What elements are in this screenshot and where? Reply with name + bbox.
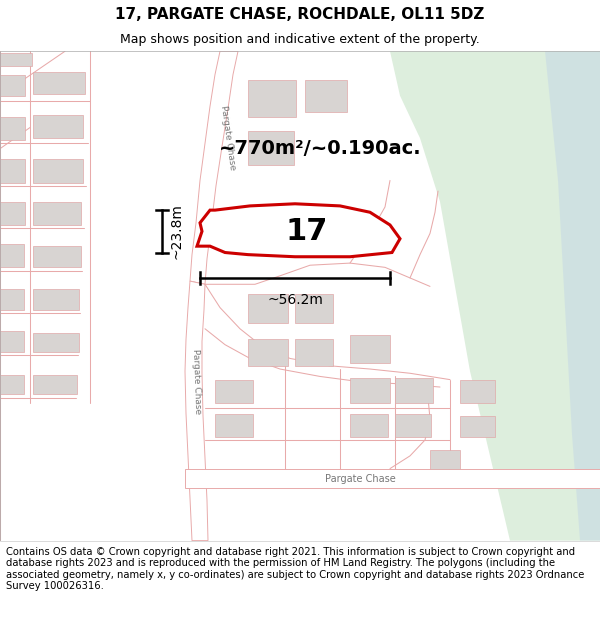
Bar (0, 74, 25, 96)
Polygon shape (185, 469, 600, 488)
Bar (33, 289, 79, 310)
Bar (33, 246, 81, 268)
Bar (305, 80, 347, 112)
Bar (460, 379, 495, 403)
Bar (0, 159, 25, 182)
Text: 17: 17 (286, 217, 328, 246)
Text: Pargate Chase: Pargate Chase (325, 474, 395, 484)
Bar (33, 333, 79, 352)
Bar (248, 80, 296, 117)
Bar (248, 339, 288, 366)
Bar (33, 159, 83, 182)
Bar (395, 378, 433, 403)
Bar (0, 244, 24, 268)
Bar (0, 331, 24, 352)
Bar (0, 53, 32, 66)
Bar (430, 449, 460, 469)
Polygon shape (545, 51, 600, 541)
Bar (295, 294, 333, 324)
Polygon shape (185, 281, 208, 541)
Text: Contains OS data © Crown copyright and database right 2021. This information is : Contains OS data © Crown copyright and d… (6, 546, 584, 591)
Text: ~770m²/~0.190ac.: ~770m²/~0.190ac. (218, 139, 421, 158)
Polygon shape (190, 51, 238, 284)
Polygon shape (390, 51, 600, 541)
Bar (295, 339, 333, 366)
Bar (350, 414, 388, 437)
Text: ~23.8m: ~23.8m (170, 203, 184, 259)
Text: Pargate Chase: Pargate Chase (219, 105, 237, 171)
Bar (33, 376, 77, 394)
Bar (248, 131, 294, 164)
Bar (0, 202, 25, 225)
Text: ~56.2m: ~56.2m (267, 292, 323, 307)
Bar (0, 289, 24, 310)
Bar (350, 335, 390, 362)
Text: Map shows position and indicative extent of the property.: Map shows position and indicative extent… (120, 34, 480, 46)
Bar (0, 376, 24, 394)
Text: 17, PARGATE CHASE, ROCHDALE, OL11 5DZ: 17, PARGATE CHASE, ROCHDALE, OL11 5DZ (115, 7, 485, 22)
Bar (215, 414, 253, 437)
Bar (350, 378, 390, 403)
Bar (33, 202, 81, 225)
Bar (248, 294, 288, 324)
Bar (460, 416, 495, 437)
Bar (33, 115, 83, 138)
Polygon shape (197, 204, 400, 257)
Text: Pargate Chase: Pargate Chase (191, 349, 203, 414)
Bar (0, 117, 25, 140)
Bar (33, 72, 85, 94)
Bar (215, 379, 253, 403)
Bar (395, 414, 431, 437)
